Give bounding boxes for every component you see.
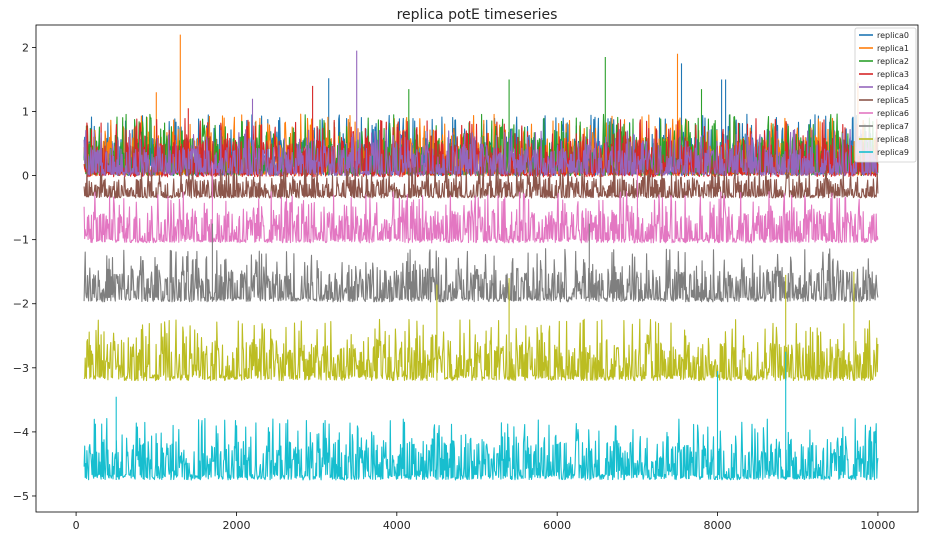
x-tick-label: 0 <box>73 519 80 532</box>
legend-label-replica6: replica6 <box>877 109 909 118</box>
series-line-replica8 <box>83 271 879 382</box>
legend-label-replica7: replica7 <box>877 122 909 131</box>
y-tick-label: 0 <box>22 170 29 183</box>
legend: replica0 replica1 replica2 replica3 replica4… <box>854 27 917 163</box>
x-tick-label: 2000 <box>222 519 250 532</box>
y-tick-label: 2 <box>22 41 29 54</box>
x-axis: 0 2000 4000 6000 8000 10000 <box>73 512 895 532</box>
x-tick-label: 8000 <box>704 519 732 532</box>
y-tick-label: −3 <box>13 362 29 375</box>
axes-frame <box>35 24 919 513</box>
legend-label-replica1: replica1 <box>877 44 909 53</box>
series-line-replica5 <box>83 166 879 199</box>
series-lines-group <box>83 34 879 481</box>
chart-title: replica potE timeseries <box>397 7 558 23</box>
x-tick-label: 10000 <box>860 519 895 532</box>
y-tick-label: 1 <box>22 106 29 119</box>
y-tick-label: −5 <box>13 490 29 503</box>
y-tick-label: −2 <box>13 298 29 311</box>
legend-label-replica5: replica5 <box>877 96 909 105</box>
legend-label-replica8: replica8 <box>877 135 909 144</box>
series-line-replica9 <box>83 351 879 481</box>
legend-label-replica3: replica3 <box>877 70 909 79</box>
y-axis: −5 −4 −3 −2 −1 0 1 2 <box>13 41 36 503</box>
legend-label-replica2: replica2 <box>877 57 909 66</box>
y-tick-label: −1 <box>13 234 29 247</box>
y-tick-label: −4 <box>13 426 29 439</box>
legend-label-replica4: replica4 <box>877 83 909 92</box>
series-line-replica7 <box>83 223 879 303</box>
x-tick-label: 6000 <box>543 519 571 532</box>
x-tick-label: 4000 <box>383 519 411 532</box>
legend-label-replica9: replica9 <box>877 148 909 157</box>
series-line-replica4 <box>83 50 879 177</box>
series-line-replica2 <box>83 57 879 177</box>
legend-label-replica0: replica0 <box>877 31 909 40</box>
